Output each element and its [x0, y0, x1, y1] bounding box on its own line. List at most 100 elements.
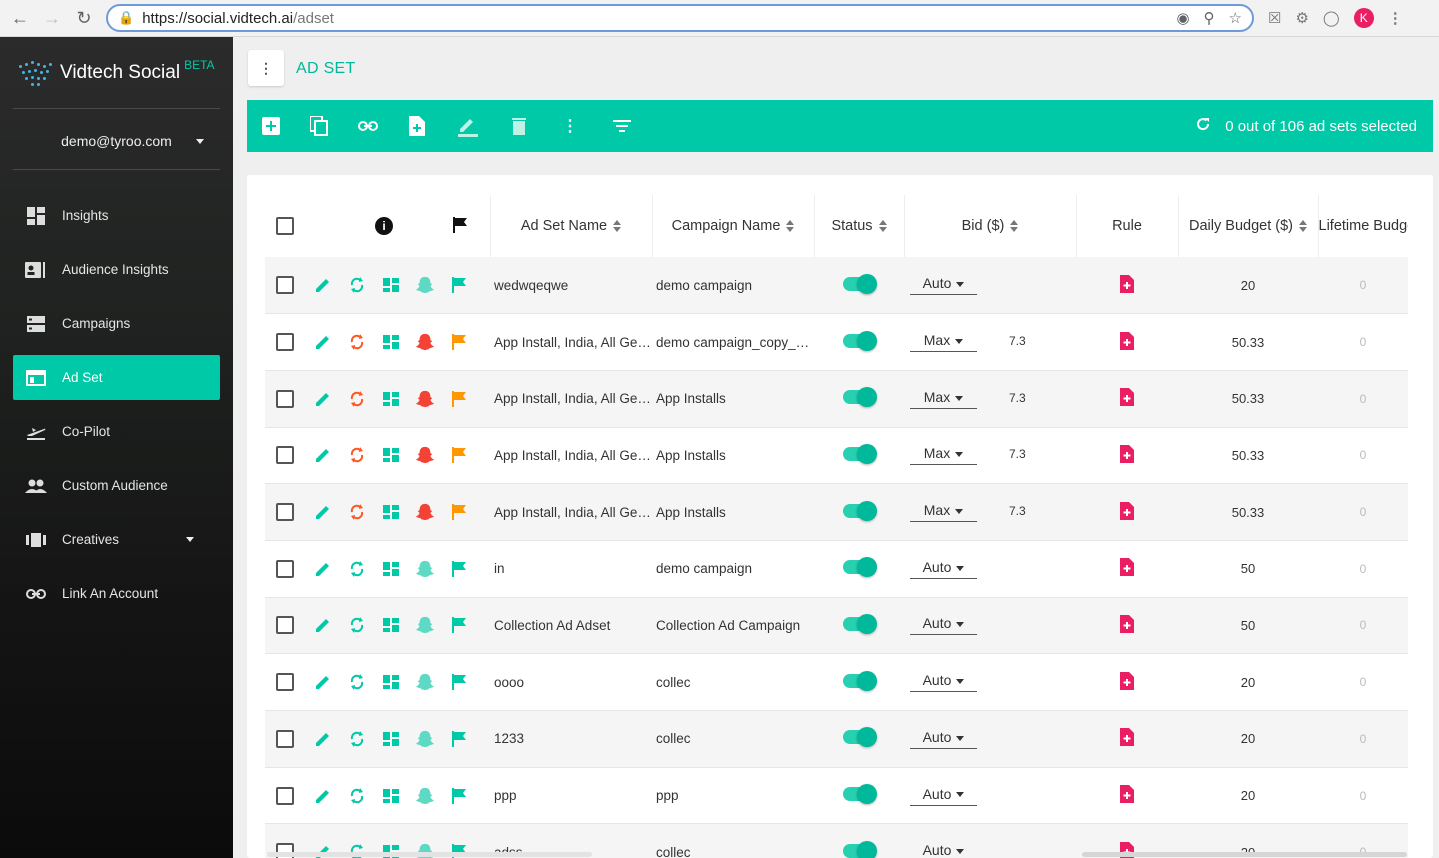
- campaign-name-cell[interactable]: collec: [652, 823, 814, 858]
- snapchat-ghost-icon[interactable]: [415, 332, 435, 352]
- edit-pencil-icon[interactable]: [313, 672, 333, 692]
- address-bar[interactable]: 🔒 https://social.vidtech.ai/adset ◉ ⚲ ☆: [106, 4, 1254, 32]
- cookie-blocked-icon[interactable]: ◉: [1176, 10, 1190, 27]
- row-checkbox[interactable]: [276, 616, 294, 635]
- bid-type-select[interactable]: Auto: [910, 842, 977, 858]
- edit-pencil-icon[interactable]: [313, 275, 333, 295]
- copy-icon[interactable]: [307, 114, 331, 138]
- row-checkbox[interactable]: [276, 503, 294, 522]
- adset-name-cell[interactable]: in: [490, 540, 652, 598]
- row-checkbox[interactable]: [276, 729, 294, 748]
- sync-icon[interactable]: [347, 445, 367, 465]
- rule-add-icon[interactable]: [1120, 785, 1134, 806]
- delete-icon[interactable]: [507, 114, 531, 138]
- adset-name-cell[interactable]: wedwqeqwe: [490, 257, 652, 315]
- more-vert-icon[interactable]: ⋮: [562, 118, 578, 135]
- campaign-name-cell[interactable]: demo campaign: [652, 540, 814, 598]
- table-row[interactable]: wedwqeqwe demo campaign Auto 20 0: [265, 257, 1408, 315]
- add-box-icon[interactable]: [259, 114, 283, 138]
- flag-icon[interactable]: [449, 786, 469, 806]
- status-toggle[interactable]: [843, 500, 877, 521]
- dashboard-icon[interactable]: [381, 672, 401, 692]
- adset-name-cell[interactable]: ppp: [490, 767, 652, 825]
- sidebar-item-custom-audience[interactable]: Custom Audience: [13, 463, 220, 508]
- campaign-name-cell[interactable]: demo campaign: [652, 257, 814, 315]
- adset-name-cell[interactable]: 1233: [490, 710, 652, 768]
- status-toggle[interactable]: [843, 613, 877, 634]
- zoom-icon[interactable]: ⚲: [1203, 10, 1215, 27]
- sync-icon[interactable]: [347, 615, 367, 635]
- sync-icon[interactable]: [347, 389, 367, 409]
- filter-list-icon[interactable]: [610, 114, 634, 138]
- table-row[interactable]: oooo collec Auto 20 0: [265, 653, 1408, 711]
- dashboard-icon[interactable]: [381, 615, 401, 635]
- extension-badge-icon[interactable]: ⚙: [1295, 10, 1309, 27]
- status-toggle[interactable]: [843, 840, 877, 858]
- row-checkbox[interactable]: [276, 333, 294, 352]
- sort-icon[interactable]: [1298, 220, 1307, 233]
- bid-type-select[interactable]: Max: [910, 332, 977, 353]
- adset-name-cell[interactable]: App Install, India, All Gender: [490, 483, 652, 541]
- column-header-adset-name[interactable]: Ad Set Name: [490, 195, 653, 257]
- rule-add-icon[interactable]: [1120, 388, 1134, 409]
- adset-name-cell[interactable]: App Install, India, All Gender: [490, 313, 652, 371]
- status-toggle[interactable]: [843, 727, 877, 748]
- column-header-campaign-name[interactable]: Campaign Name: [652, 195, 815, 257]
- link-icon[interactable]: [356, 114, 380, 138]
- edit-pencil-icon[interactable]: [313, 559, 333, 579]
- sync-icon[interactable]: [347, 729, 367, 749]
- sort-icon[interactable]: [1010, 220, 1019, 233]
- flag-icon[interactable]: [449, 389, 469, 409]
- rule-add-icon[interactable]: [1120, 728, 1134, 749]
- campaign-name-cell[interactable]: collec: [652, 653, 814, 711]
- sort-icon[interactable]: [878, 220, 887, 233]
- refresh-icon[interactable]: [1195, 116, 1211, 136]
- flag-icon[interactable]: [449, 275, 469, 295]
- bid-type-select[interactable]: Auto: [910, 559, 977, 579]
- status-toggle[interactable]: [843, 784, 877, 805]
- campaign-name-cell[interactable]: App Installs: [652, 427, 814, 485]
- adset-name-cell[interactable]: App Install, India, All Gender: [490, 427, 652, 485]
- profile-avatar[interactable]: K: [1353, 8, 1374, 28]
- bid-type-select[interactable]: Auto: [910, 786, 977, 806]
- dashboard-icon[interactable]: [381, 786, 401, 806]
- rule-add-icon[interactable]: [1120, 501, 1134, 523]
- status-toggle[interactable]: [843, 273, 877, 294]
- dashboard-icon[interactable]: [381, 275, 401, 295]
- edit-pencil-icon[interactable]: [313, 389, 333, 409]
- row-checkbox[interactable]: [276, 446, 294, 465]
- flag-icon[interactable]: [449, 615, 469, 635]
- status-toggle[interactable]: [843, 387, 877, 408]
- browser-menu-icon[interactable]: ⋮: [1387, 10, 1403, 27]
- sidebar-item-ad-set[interactable]: Ad Set: [13, 355, 220, 400]
- campaign-name-cell[interactable]: collec: [652, 710, 814, 768]
- back-arrow-icon[interactable]: ←: [11, 7, 29, 28]
- sidebar-item-campaigns[interactable]: Campaigns: [13, 301, 220, 346]
- edit-pencil-icon[interactable]: [456, 114, 480, 138]
- row-checkbox[interactable]: [276, 276, 294, 295]
- campaign-name-cell[interactable]: App Installs: [652, 483, 814, 541]
- table-row[interactable]: in demo campaign Auto 50 0: [265, 540, 1408, 598]
- dashboard-icon[interactable]: [381, 729, 401, 749]
- horizontal-scrollbar[interactable]: [267, 852, 1410, 858]
- extension-icon[interactable]: ☒: [1268, 10, 1282, 27]
- adset-name-cell[interactable]: Collection Ad Adset: [490, 597, 652, 655]
- snapchat-ghost-icon[interactable]: [415, 729, 435, 749]
- bid-type-select[interactable]: Auto: [910, 672, 977, 693]
- edit-pencil-icon[interactable]: [313, 786, 333, 806]
- snapchat-ghost-icon[interactable]: [415, 275, 435, 295]
- edit-pencil-icon[interactable]: [313, 445, 333, 465]
- flag-icon[interactable]: [449, 842, 469, 858]
- dashboard-icon[interactable]: [381, 445, 401, 465]
- adset-name-cell[interactable]: oooo: [490, 653, 652, 711]
- table-row[interactable]: App Install, India, All Gender demo camp…: [265, 313, 1408, 371]
- campaign-name-cell[interactable]: App Installs: [652, 370, 814, 428]
- snapchat-ghost-icon[interactable]: [415, 559, 435, 579]
- snapchat-ghost-icon[interactable]: [415, 445, 435, 465]
- adset-name-cell[interactable]: App Install, India, All Gender: [490, 370, 652, 428]
- flag-icon[interactable]: [449, 672, 469, 692]
- bid-type-select[interactable]: Max: [910, 445, 977, 466]
- bid-type-select[interactable]: Max: [910, 389, 977, 409]
- snapchat-ghost-icon[interactable]: [415, 389, 435, 409]
- bid-type-select[interactable]: Auto: [910, 729, 977, 749]
